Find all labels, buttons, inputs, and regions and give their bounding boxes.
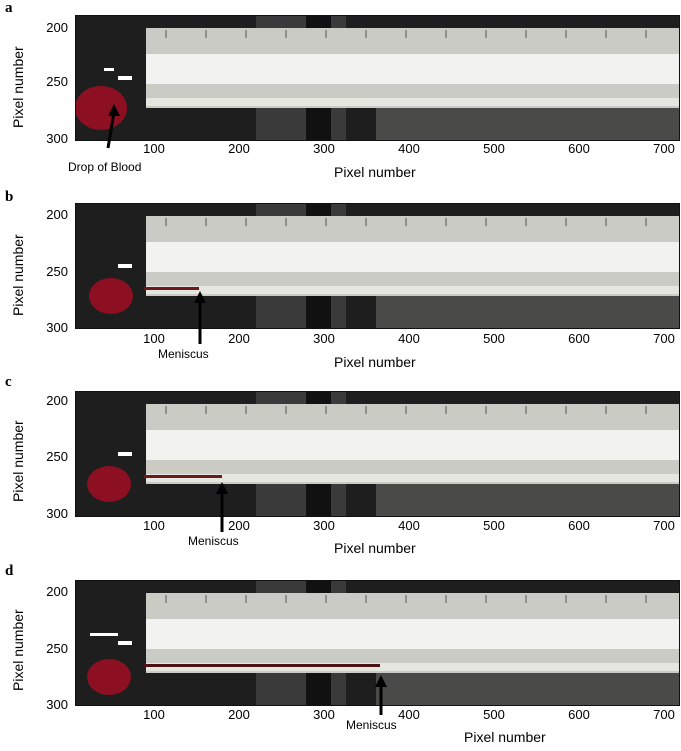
x-tick-label: 100 — [143, 707, 165, 722]
y-tick-label: 250 — [46, 641, 68, 656]
annotation-drop-of-blood: Drop of Blood — [68, 160, 142, 174]
x-tick-label: 100 — [143, 518, 165, 533]
x-axis-label: Pixel number — [334, 354, 416, 370]
y-tick-label: 200 — [46, 584, 68, 599]
photo-drawing — [76, 392, 679, 516]
x-tick-label: 600 — [568, 141, 590, 156]
x-tick-label: 300 — [313, 141, 335, 156]
panel-label: c — [5, 374, 12, 390]
x-tick-label: 200 — [228, 331, 250, 346]
annotation-arrow — [194, 291, 206, 344]
annotation-arrow — [375, 675, 387, 715]
x-tick-label: 400 — [398, 518, 420, 533]
x-tick-label: 400 — [398, 707, 420, 722]
annotation-arrow — [216, 482, 228, 532]
x-tick-label: 500 — [483, 707, 505, 722]
x-tick-label: 300 — [313, 331, 335, 346]
x-tick-label: 200 — [228, 518, 250, 533]
x-axis-label: Pixel number — [334, 540, 416, 556]
x-tick-label: 700 — [653, 707, 675, 722]
y-tick-label: 300 — [46, 320, 68, 335]
y-tick-label: 200 — [46, 207, 68, 222]
panel-label: d — [5, 563, 14, 579]
y-tick-label: 300 — [46, 131, 68, 146]
panel-b: b Pixel number 200 250 300 — [0, 189, 681, 377]
y-tick-label: 250 — [46, 449, 68, 464]
x-tick-label: 300 — [313, 707, 335, 722]
panel-a: a Pixel number 200 250 300 — [0, 0, 681, 188]
x-tick-label: 500 — [483, 141, 505, 156]
capillary-photo — [75, 15, 680, 141]
x-tick-label: 400 — [398, 141, 420, 156]
x-tick-label: 700 — [653, 331, 675, 346]
panel-d: d Pixel number 200 250 300 — [0, 563, 681, 751]
annotation-meniscus: Meniscus — [188, 534, 239, 548]
x-axis-label: Pixel number — [334, 164, 416, 180]
photo-drawing — [76, 581, 679, 705]
annotation-meniscus: Meniscus — [158, 347, 209, 361]
panel-label: a — [5, 0, 13, 16]
y-tick-label: 200 — [46, 393, 68, 408]
x-tick-label: 600 — [568, 331, 590, 346]
x-tick-label: 100 — [143, 141, 165, 156]
x-tick-label: 500 — [483, 331, 505, 346]
panel-c: c Pixel number 200 250 300 — [0, 374, 681, 562]
annotation-arrow — [106, 104, 120, 149]
panel-label: b — [5, 189, 14, 205]
y-tick-label: 200 — [46, 20, 68, 35]
x-axis-label: Pixel number — [464, 729, 546, 745]
y-tick-label: 300 — [46, 506, 68, 521]
capillary-photo — [75, 391, 680, 517]
photo-drawing — [76, 16, 679, 140]
x-tick-label: 100 — [143, 331, 165, 346]
photo-drawing — [76, 204, 679, 328]
y-tick-label: 250 — [46, 264, 68, 279]
x-tick-label: 400 — [398, 331, 420, 346]
x-tick-label: 500 — [483, 518, 505, 533]
annotation-meniscus: Meniscus — [346, 718, 397, 732]
x-tick-label: 700 — [653, 518, 675, 533]
capillary-photo — [75, 580, 680, 706]
x-tick-label: 200 — [228, 141, 250, 156]
capillary-photo — [75, 203, 680, 329]
x-tick-label: 600 — [568, 707, 590, 722]
y-tick-label: 300 — [46, 697, 68, 712]
y-tick-label: 250 — [46, 74, 68, 89]
x-tick-label: 300 — [313, 518, 335, 533]
x-tick-label: 700 — [653, 141, 675, 156]
x-tick-label: 200 — [228, 707, 250, 722]
x-tick-label: 600 — [568, 518, 590, 533]
